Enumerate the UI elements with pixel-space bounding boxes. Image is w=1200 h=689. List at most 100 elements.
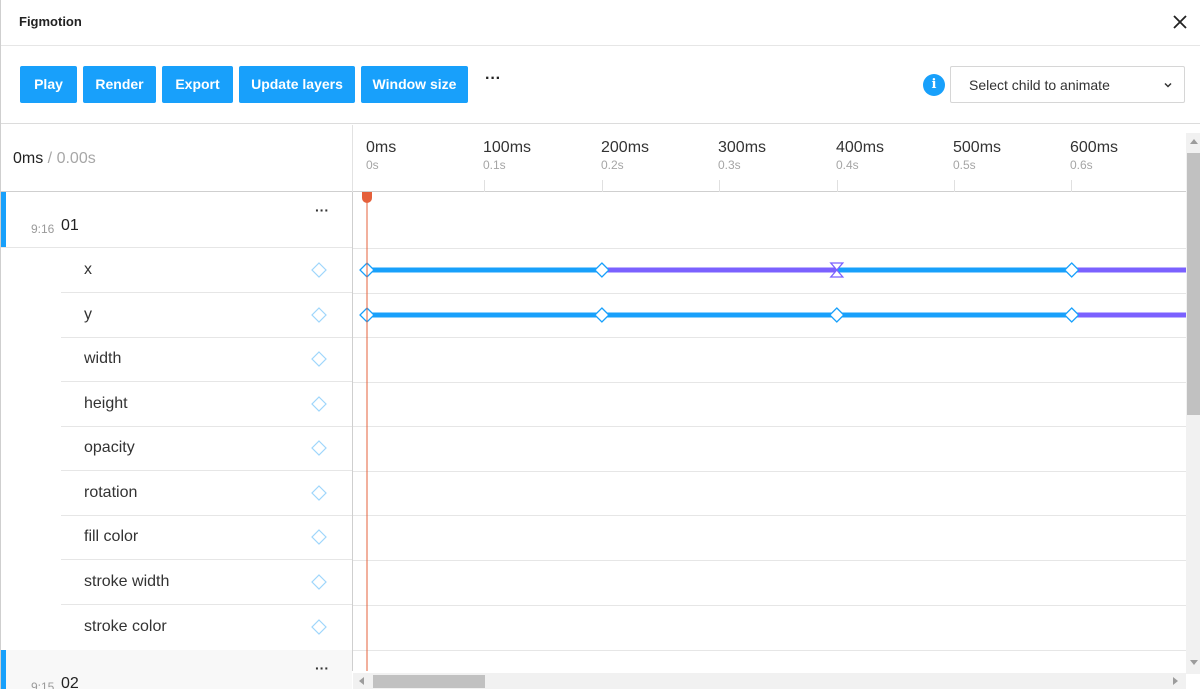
window-title: Figmotion: [19, 14, 82, 29]
keyframe-y[interactable]: [593, 307, 610, 323]
layer-accent: [1, 192, 6, 247]
tick-ms: 600ms: [1070, 139, 1119, 156]
scroll-down-arrow[interactable]: [1190, 660, 1198, 665]
layer-name: 02: [61, 675, 79, 689]
vertical-scrollbar[interactable]: [1186, 133, 1200, 674]
property-row-rotation[interactable]: rotation: [61, 471, 352, 516]
layer-id: 9:16: [31, 222, 55, 236]
diamond-icon[interactable]: [311, 619, 327, 635]
tick-ms: 0ms: [366, 139, 397, 156]
diamond-icon[interactable]: [311, 440, 327, 456]
property-name: opacity: [84, 439, 135, 456]
tick-sec: 0.2s: [601, 158, 624, 172]
property-name: height: [84, 395, 128, 412]
render-button[interactable]: Render: [83, 66, 156, 103]
tick-sec: 0.5s: [953, 158, 976, 172]
property-row-height[interactable]: height: [61, 382, 352, 427]
export-button[interactable]: Export: [162, 66, 233, 103]
layer-row[interactable]: 9:15 02 ···: [1, 650, 352, 689]
update-layers-button[interactable]: Update layers: [239, 66, 355, 103]
property-name: fill color: [84, 528, 139, 545]
scroll-up-arrow[interactable]: [1190, 139, 1198, 144]
child-select-dropdown[interactable]: Select child to animate: [950, 66, 1185, 103]
property-row-stroke-color[interactable]: stroke color: [61, 605, 352, 650]
property-row-fill-color[interactable]: fill color: [61, 515, 352, 560]
layer-more-button[interactable]: ···: [315, 202, 329, 218]
tick-sec: 0.1s: [483, 158, 506, 172]
diamond-icon[interactable]: [311, 351, 327, 367]
toolbar: Play Render Export Update layers Window …: [1, 47, 1200, 124]
property-name: x: [84, 261, 92, 278]
property-row-x[interactable]: x: [61, 248, 352, 293]
property-name: stroke color: [84, 618, 167, 635]
toolbar-more-button[interactable]: ···: [485, 70, 501, 87]
chevron-down-icon: [1164, 82, 1172, 88]
tick-sec: 0.6s: [1070, 158, 1093, 172]
tick-label: 400ms 0.4s: [836, 139, 884, 172]
property-row-y[interactable]: y: [61, 293, 352, 338]
horizontal-scrollbar[interactable]: [353, 673, 1186, 689]
total-time: 0.00s: [56, 150, 96, 167]
diamond-icon[interactable]: [311, 574, 327, 590]
tick-sec: 0s: [366, 158, 379, 172]
tick-mark: [484, 180, 485, 192]
tick-sec: 0.3s: [718, 158, 741, 172]
property-name: rotation: [84, 484, 138, 501]
tick-ms: 100ms: [483, 139, 532, 156]
tick-label: 600ms 0.6s: [1070, 139, 1118, 172]
property-name: stroke width: [84, 573, 170, 590]
keyframe-y[interactable]: [1063, 307, 1080, 323]
tick-label: 0ms 0s: [366, 139, 396, 172]
tick-mark: [1071, 180, 1072, 192]
keyframe-x[interactable]: [1063, 262, 1080, 278]
header-divider: [352, 125, 353, 192]
tick-ms: 300ms: [718, 139, 767, 156]
info-icon[interactable]: i: [923, 74, 945, 96]
keyframe-y[interactable]: [828, 307, 845, 323]
property-row-stroke-width[interactable]: stroke width: [61, 560, 352, 605]
current-time: 0ms: [13, 150, 44, 167]
scroll-right-arrow[interactable]: [1173, 677, 1178, 685]
tick-label: 100ms 0.1s: [483, 139, 531, 172]
timeline-canvas[interactable]: [353, 192, 1186, 671]
layer-more-button[interactable]: ···: [315, 660, 329, 676]
vertical-scroll-thumb[interactable]: [1187, 153, 1200, 415]
tick-label: 200ms 0.2s: [601, 139, 649, 172]
layer-row[interactable]: 9:16 01 ···: [1, 192, 352, 248]
tick-mark: [602, 180, 603, 192]
keyframe-selected-x[interactable]: [829, 262, 845, 278]
keyframe-x[interactable]: [593, 262, 610, 278]
tick-ms: 200ms: [601, 139, 650, 156]
horizontal-scroll-thumb[interactable]: [373, 675, 485, 688]
title-bar: Figmotion: [1, 0, 1200, 46]
timeline-header: 0ms / 0.00s 0ms 0s 100ms 0.1s 200ms 0.2s…: [1, 125, 1186, 192]
property-name: width: [84, 350, 122, 367]
diamond-icon[interactable]: [311, 485, 327, 501]
scroll-left-arrow[interactable]: [359, 677, 364, 685]
playhead-handle[interactable]: [362, 192, 372, 203]
tick-label: 300ms 0.3s: [718, 139, 766, 172]
tick-label: 500ms 0.5s: [953, 139, 1001, 172]
tick-ms: 400ms: [836, 139, 885, 156]
layer-id: 9:15: [31, 680, 55, 689]
diamond-icon[interactable]: [311, 262, 327, 278]
tick-sec: 0.4s: [836, 158, 859, 172]
tick-mark: [837, 180, 838, 192]
time-readout: 0ms / 0.00s: [13, 150, 96, 168]
tick-mark: [719, 180, 720, 192]
tick-mark: [954, 180, 955, 192]
diamond-icon[interactable]: [311, 396, 327, 412]
diamond-icon[interactable]: [311, 307, 327, 323]
property-row-width[interactable]: width: [61, 337, 352, 382]
time-separator: /: [43, 150, 57, 167]
play-button[interactable]: Play: [20, 66, 77, 103]
child-select-placeholder: Select child to animate: [969, 77, 1110, 93]
timeline-track-area[interactable]: [353, 192, 1186, 671]
property-name: y: [84, 306, 92, 323]
property-row-opacity[interactable]: opacity: [61, 426, 352, 471]
window-size-button[interactable]: Window size: [361, 66, 468, 103]
close-icon[interactable]: [1169, 11, 1191, 33]
diamond-icon[interactable]: [311, 529, 327, 545]
tick-ms: 500ms: [953, 139, 1002, 156]
